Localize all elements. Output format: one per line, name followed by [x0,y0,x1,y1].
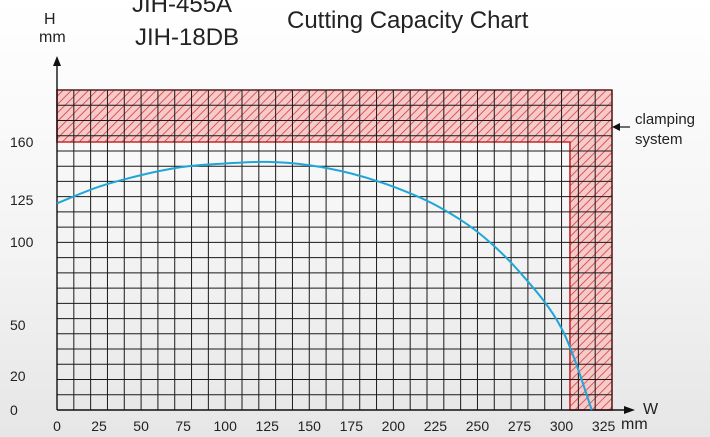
x-axis-arrow [624,406,635,414]
x-tick-label: 175 [340,418,364,434]
capacity-curve-line [56,160,593,411]
y-tick-label: 20 [10,368,26,384]
annotation-pointer-head [612,123,620,131]
axes [53,56,635,414]
x-tick-label: 125 [256,418,280,434]
x-tick-label: 75 [175,418,191,434]
clamping-zone-top [57,90,612,142]
y-axis-unit: mm [39,29,66,46]
x-axis-unit: mm [621,416,648,433]
x-tick-label: 325 [592,418,616,434]
clamping-zone-right [569,142,612,410]
x-tick-label: 275 [508,418,532,434]
x-axis-label: W [643,401,659,418]
x-tick-label: 100 [214,418,238,434]
model-name-2: JIH-18DB [135,24,240,51]
restricted-zone [56,89,613,411]
y-tick-label: 50 [10,317,26,333]
x-tick-label: 25 [91,418,107,434]
x-tick-label: 50 [133,418,149,434]
y-tick-label: 125 [10,192,34,208]
y-axis-label: H [44,11,56,28]
x-tick-label: 0 [53,418,61,434]
y-axis-arrow [53,56,61,66]
x-tick-label: 300 [550,418,574,434]
capacity-curve [56,160,593,411]
x-tick-label: 250 [466,418,490,434]
y-tick-label: 160 [10,134,34,150]
y-tick-label: 100 [10,234,34,250]
x-tick-label: 150 [298,418,322,434]
x-tick-label: 200 [382,418,406,434]
annotation-line-2: system [635,131,683,148]
model-name-1: JIH-455A [132,0,233,18]
annotation-line-1: clamping [635,111,696,128]
grid [56,89,613,411]
x-tick-label: 225 [424,418,448,434]
y-tick-label: 0 [10,402,18,418]
chart-title: Cutting Capacity Chart [287,7,529,34]
tick-labels: 0 25 50 75 100 125 150 175 200 225 250 275 300 325 0 20… [10,134,615,434]
